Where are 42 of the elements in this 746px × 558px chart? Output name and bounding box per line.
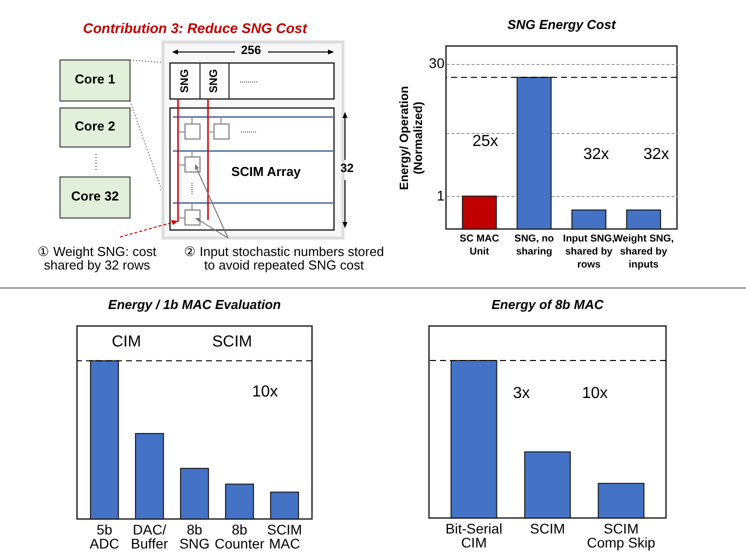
chart-title: Energy of 8b MAC [492,297,604,312]
bar [270,492,299,520]
annotation: 10x [582,385,608,402]
y-tick-label: 1 [436,188,445,204]
text: Contribution 3: Reduce SNG Cost [83,20,308,36]
x-tick-label: Bit-Serial CIM [446,520,502,550]
bar [180,468,209,520]
text: ① Weight SNG: cost shared by 32 rows [38,244,157,274]
x-tick-label: SCIM MAC [267,522,302,552]
text: SNG [208,69,220,93]
bar [225,484,254,520]
text: Core 32 [71,188,119,204]
x-tick-label: SCIM [530,520,565,536]
annotation: 3x [512,385,530,402]
x-tick-label: SC MAC Unit [460,234,500,258]
y-axis-title: Energy/ Operation (Normalized) [396,86,425,190]
x-tick-label: 8b Counter [214,522,265,552]
bar [90,360,119,520]
x-tick-label: SNG, no sharing [514,234,554,258]
text: SCIM [212,333,252,350]
x-tick-label: SCIM Comp Skip [586,520,656,550]
text: 256 [240,43,262,58]
chart-title: Energy / 1b MAC Evaluation [108,297,281,312]
chart-title: SNG Energy Cost [507,17,616,32]
text: SNG [178,69,191,93]
text: ② Input stochastic numbers stored to avoid repeated SNG cost [184,244,384,274]
x-tick-label: 5b ADC [90,522,120,552]
annotation: 32x [583,146,610,163]
annotation: 10x [252,384,278,401]
text: Core 1 [74,72,116,87]
annotation: 25x [472,133,498,150]
text: Core 2 [74,118,116,134]
x-tick-label: DAC/ Buffer [130,522,168,552]
text: 32 [340,161,354,176]
y-tick-label: 30 [428,55,445,71]
text: SCIM Array [231,164,302,180]
text: CIM [112,333,142,350]
x-tick-label: 8b SNG [179,522,210,552]
bar [135,433,164,520]
annotation: 32x [643,146,670,163]
x-tick-label: Input SNG, shared by rows [563,234,615,270]
x-tick-label: Weight SNG, shared by inputs [613,234,674,270]
